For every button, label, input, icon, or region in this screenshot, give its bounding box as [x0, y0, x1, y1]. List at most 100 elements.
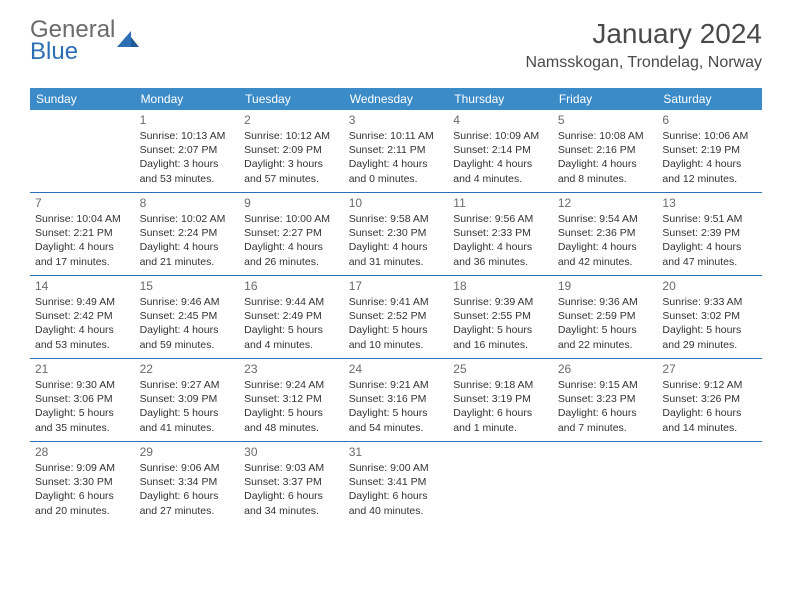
- day-info-line: Daylight: 4 hours: [662, 157, 757, 171]
- day-info-line: Sunset: 2:14 PM: [453, 143, 548, 157]
- day-number: 17: [349, 279, 444, 293]
- day-info-line: Sunrise: 9:44 AM: [244, 295, 339, 309]
- day-info-line: and 22 minutes.: [558, 338, 653, 352]
- day-number: 7: [35, 196, 130, 210]
- day-info-line: Sunrise: 10:08 AM: [558, 129, 653, 143]
- day-cell: 20Sunrise: 9:33 AMSunset: 3:02 PMDayligh…: [657, 276, 762, 358]
- day-info-line: Daylight: 4 hours: [140, 240, 235, 254]
- day-info-line: Daylight: 5 hours: [244, 406, 339, 420]
- day-info-line: and 4 minutes.: [453, 172, 548, 186]
- day-info-line: and 35 minutes.: [35, 421, 130, 435]
- day-info-line: Daylight: 4 hours: [35, 240, 130, 254]
- day-info-line: Sunset: 2:21 PM: [35, 226, 130, 240]
- day-info-line: and 42 minutes.: [558, 255, 653, 269]
- day-info-line: Sunrise: 9:12 AM: [662, 378, 757, 392]
- day-cell: 13Sunrise: 9:51 AMSunset: 2:39 PMDayligh…: [657, 193, 762, 275]
- day-number: 4: [453, 113, 548, 127]
- month-title: January 2024: [525, 18, 762, 50]
- day-info-line: Sunset: 2:39 PM: [662, 226, 757, 240]
- day-cell: 15Sunrise: 9:46 AMSunset: 2:45 PMDayligh…: [135, 276, 240, 358]
- brand-text: General Blue: [30, 18, 115, 64]
- day-number: 8: [140, 196, 235, 210]
- day-cell: 8 Sunrise: 10:02 AMSunset: 2:24 PMDayligh…: [135, 193, 240, 275]
- week-row: 1Sunrise: 10:13 AMSunset: 2:07 PMDayligh…: [30, 110, 762, 192]
- day-info-line: Sunset: 2:24 PM: [140, 226, 235, 240]
- week-row: 7Sunrise: 10:04 AMSunset: 2:21 PMDayligh…: [30, 192, 762, 275]
- day-info-line: and 53 minutes.: [35, 338, 130, 352]
- day-cell: 19Sunrise: 9:36 AMSunset: 2:59 PMDayligh…: [553, 276, 658, 358]
- day-cell: 23Sunrise: 9:24 AMSunset: 3:12 PMDayligh…: [239, 359, 344, 441]
- day-number: 29: [140, 445, 235, 459]
- day-info-line: and 10 minutes.: [349, 338, 444, 352]
- day-number: 20: [662, 279, 757, 293]
- day-info-line: Sunset: 3:19 PM: [453, 392, 548, 406]
- weeks-container: 1Sunrise: 10:13 AMSunset: 2:07 PMDayligh…: [30, 110, 762, 524]
- day-cell: 12Sunrise: 9:54 AMSunset: 2:36 PMDayligh…: [553, 193, 658, 275]
- day-info-line: Sunset: 2:19 PM: [662, 143, 757, 157]
- day-info-line: Sunrise: 9:49 AM: [35, 295, 130, 309]
- day-info-line: Daylight: 5 hours: [140, 406, 235, 420]
- day-cell: 28Sunrise: 9:09 AMSunset: 3:30 PMDayligh…: [30, 442, 135, 524]
- day-info-line: Daylight: 4 hours: [453, 240, 548, 254]
- day-info-line: Daylight: 5 hours: [349, 323, 444, 337]
- day-info-line: Sunset: 2:59 PM: [558, 309, 653, 323]
- weekday-header-row: Sunday Monday Tuesday Wednesday Thursday…: [30, 88, 762, 110]
- day-info-line: Daylight: 5 hours: [558, 323, 653, 337]
- day-cell: 22Sunrise: 9:27 AMSunset: 3:09 PMDayligh…: [135, 359, 240, 441]
- day-info-line: and 31 minutes.: [349, 255, 444, 269]
- day-info-line: Sunrise: 9:36 AM: [558, 295, 653, 309]
- day-cell: 11Sunrise: 9:56 AMSunset: 2:33 PMDayligh…: [448, 193, 553, 275]
- day-info-line: Sunrise: 9:54 AM: [558, 212, 653, 226]
- day-info-line: Sunrise: 9:09 AM: [35, 461, 130, 475]
- day-cell: 17Sunrise: 9:41 AMSunset: 2:52 PMDayligh…: [344, 276, 449, 358]
- day-number: 31: [349, 445, 444, 459]
- day-cell: 29Sunrise: 9:06 AMSunset: 3:34 PMDayligh…: [135, 442, 240, 524]
- day-cell: [657, 442, 762, 524]
- day-info-line: Sunset: 2:36 PM: [558, 226, 653, 240]
- day-info-line: Sunrise: 9:00 AM: [349, 461, 444, 475]
- day-cell: 25Sunrise: 9:18 AMSunset: 3:19 PMDayligh…: [448, 359, 553, 441]
- day-info-line: Daylight: 6 hours: [349, 489, 444, 503]
- weekday-header: Wednesday: [344, 88, 449, 110]
- day-info-line: Sunrise: 9:39 AM: [453, 295, 548, 309]
- day-info-line: Daylight: 6 hours: [558, 406, 653, 420]
- day-info-line: Sunrise: 9:51 AM: [662, 212, 757, 226]
- day-info-line: and 7 minutes.: [558, 421, 653, 435]
- day-number: 18: [453, 279, 548, 293]
- day-info-line: Sunset: 3:37 PM: [244, 475, 339, 489]
- day-number: 14: [35, 279, 130, 293]
- day-info-line: Sunrise: 9:46 AM: [140, 295, 235, 309]
- day-info-line: and 27 minutes.: [140, 504, 235, 518]
- day-info-line: Daylight: 5 hours: [35, 406, 130, 420]
- day-info-line: and 4 minutes.: [244, 338, 339, 352]
- day-info-line: Sunset: 2:55 PM: [453, 309, 548, 323]
- day-number: 1: [140, 113, 235, 127]
- day-cell: 27Sunrise: 9:12 AMSunset: 3:26 PMDayligh…: [657, 359, 762, 441]
- day-number: 11: [453, 196, 548, 210]
- day-cell: 30Sunrise: 9:03 AMSunset: 3:37 PMDayligh…: [239, 442, 344, 524]
- day-info-line: Sunset: 2:52 PM: [349, 309, 444, 323]
- day-info-line: Sunset: 3:09 PM: [140, 392, 235, 406]
- day-info-line: Daylight: 5 hours: [662, 323, 757, 337]
- day-info-line: Daylight: 3 hours: [140, 157, 235, 171]
- weekday-header: Monday: [135, 88, 240, 110]
- day-cell: 4Sunrise: 10:09 AMSunset: 2:14 PMDayligh…: [448, 110, 553, 192]
- day-info-line: and 12 minutes.: [662, 172, 757, 186]
- day-info-line: Sunset: 2:49 PM: [244, 309, 339, 323]
- day-info-line: Daylight: 5 hours: [244, 323, 339, 337]
- day-info-line: Sunrise: 10:02 AM: [140, 212, 235, 226]
- day-cell: 18Sunrise: 9:39 AMSunset: 2:55 PMDayligh…: [448, 276, 553, 358]
- brand-logo: General Blue: [30, 18, 139, 64]
- day-info-line: Sunrise: 9:33 AM: [662, 295, 757, 309]
- day-info-line: Daylight: 4 hours: [244, 240, 339, 254]
- day-info-line: Sunrise: 10:13 AM: [140, 129, 235, 143]
- day-number: 21: [35, 362, 130, 376]
- day-info-line: Sunrise: 9:15 AM: [558, 378, 653, 392]
- day-info-line: Sunrise: 10:00 AM: [244, 212, 339, 226]
- day-number: 6: [662, 113, 757, 127]
- day-info-line: Daylight: 5 hours: [349, 406, 444, 420]
- day-info-line: and 47 minutes.: [662, 255, 757, 269]
- day-info-line: and 16 minutes.: [453, 338, 548, 352]
- day-info-line: Daylight: 6 hours: [35, 489, 130, 503]
- day-info-line: Daylight: 4 hours: [35, 323, 130, 337]
